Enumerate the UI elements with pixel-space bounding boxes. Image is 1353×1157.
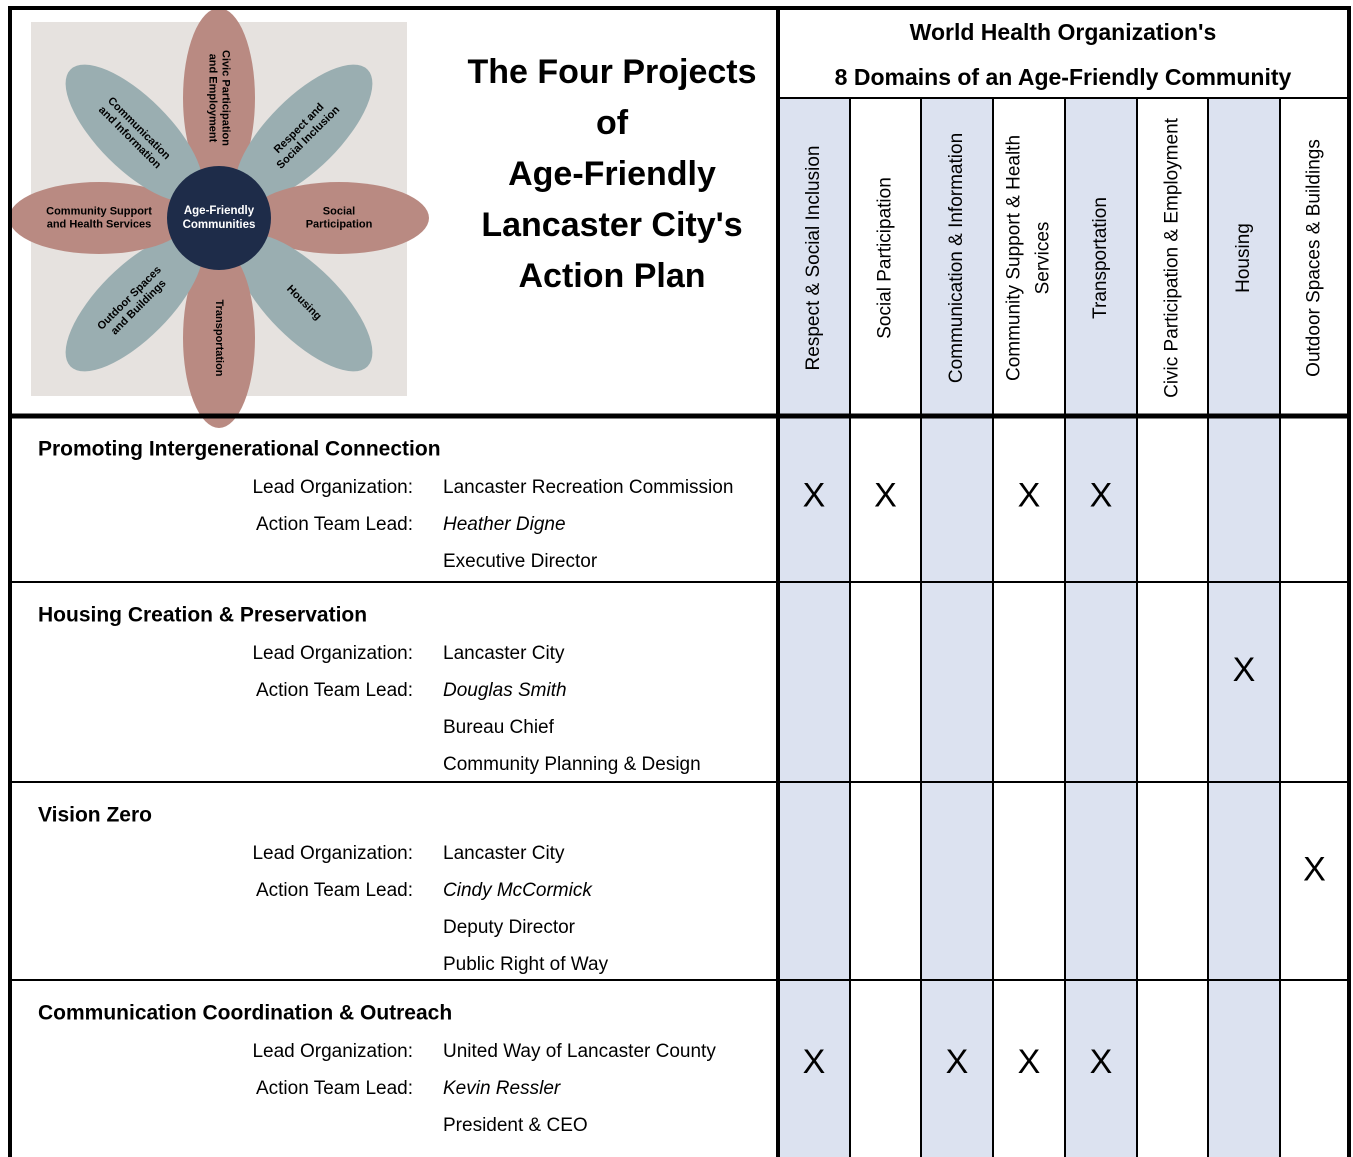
title-line: of (596, 104, 629, 142)
project-name: Housing Creation & Preservation (38, 604, 367, 627)
team-lead-label: Action Team Lead: (256, 680, 413, 701)
domain-mark: X (1303, 850, 1326, 888)
domain-mark: X (803, 476, 826, 514)
domains-header-line: 8 Domains of an Age-Friendly Community (835, 64, 1292, 90)
team-lead: Douglas Smith (443, 680, 567, 701)
title-line: Lancaster City's (481, 206, 742, 244)
domain-mark: X (1018, 1043, 1041, 1081)
domain-label-line: Civic Participation & Employment (1162, 117, 1183, 398)
lead-org: Lancaster City (443, 843, 565, 864)
petal (65, 234, 203, 372)
lead-org-label: Lead Organization: (252, 477, 413, 498)
project-name: Promoting Intergenerational Connection (38, 438, 441, 461)
domain-mark: X (803, 1043, 826, 1081)
domain-label-line: Transportation (1090, 197, 1111, 319)
petal (9, 182, 189, 254)
lead-org-label: Lead Organization: (252, 643, 413, 664)
domain-label: Respect & Social Inclusion (803, 146, 824, 371)
team-lead-label: Action Team Lead: (256, 514, 413, 535)
flower-center (167, 166, 271, 270)
domain-label: Social Participation (875, 177, 896, 339)
team-lead-detail: Public Right of Way (443, 954, 609, 975)
domain-label: Housing (1233, 223, 1254, 293)
petal-label-line: Transportation (213, 299, 225, 376)
domain-mark: X (1090, 1043, 1113, 1081)
domain-label-line: Community Support & Health (1004, 135, 1025, 381)
team-lead: Heather Digne (443, 514, 566, 535)
domain-mark: X (1090, 476, 1113, 514)
outer-border (8, 6, 1351, 1157)
title-line: The Four Projects (467, 53, 756, 91)
title-line: Age-Friendly (508, 155, 716, 193)
team-lead-label: Action Team Lead: (256, 880, 413, 901)
domain-label-line: Housing (1233, 223, 1254, 293)
team-lead-detail: Community Planning & Design (443, 754, 701, 775)
lead-org: United Way of Lancaster County (443, 1041, 716, 1062)
domain-label: Civic Participation & Employment (1162, 117, 1183, 398)
petal (235, 234, 373, 372)
petal-label-line: and Employment (207, 54, 219, 143)
domain-label-line: Social Participation (875, 177, 896, 339)
petal-label-line: and Health Services (47, 218, 152, 230)
petal (183, 8, 255, 188)
domain-mark: X (874, 476, 897, 514)
team-lead-detail: Deputy Director (443, 917, 576, 938)
petal-label-line: Social (323, 205, 355, 217)
petal (249, 182, 429, 254)
petal-label-line: Civic Participation (220, 50, 232, 146)
team-lead-label: Action Team Lead: (256, 1078, 413, 1099)
team-lead: Kevin Ressler (443, 1078, 561, 1099)
domain-label: Outdoor Spaces & Buildings (1304, 139, 1325, 377)
petal (65, 64, 203, 202)
domain-mark: X (1233, 651, 1256, 689)
title-line: Action Plan (518, 257, 705, 295)
project-name: Vision Zero (38, 804, 152, 827)
petal-label: Transportation (213, 299, 225, 376)
domains-header-line: World Health Organization's (910, 19, 1217, 45)
lead-org: Lancaster City (443, 643, 565, 664)
team-lead-detail: Executive Director (443, 551, 598, 572)
petal-label-line: Participation (306, 218, 373, 230)
team-lead-detail: President & CEO (443, 1115, 588, 1136)
domain-label: Community Support & Health Services (1004, 135, 1054, 381)
team-lead-detail: Bureau Chief (443, 717, 555, 738)
lead-org-label: Lead Organization: (252, 843, 413, 864)
domain-label-line: Respect & Social Inclusion (803, 146, 824, 371)
team-lead: Cindy McCormick (443, 880, 593, 901)
flower-center-label: Communities (183, 219, 256, 231)
domain-mark: X (1018, 476, 1041, 514)
petal (183, 248, 255, 428)
petal (235, 64, 373, 202)
domain-label-line: Services (1033, 222, 1054, 295)
domain-label: Communication & Information (946, 133, 967, 383)
petal-label-line: Community Support (46, 205, 152, 217)
domain-mark: X (946, 1043, 969, 1081)
domain-label-line: Communication & Information (946, 133, 967, 383)
lead-org: Lancaster Recreation Commission (443, 477, 733, 498)
flower-center-label: Age-Friendly (184, 205, 255, 217)
lead-org-label: Lead Organization: (252, 1041, 413, 1062)
domain-label-line: Outdoor Spaces & Buildings (1304, 139, 1325, 377)
project-name: Communication Coordination & Outreach (38, 1002, 452, 1025)
domain-label: Transportation (1090, 197, 1111, 319)
